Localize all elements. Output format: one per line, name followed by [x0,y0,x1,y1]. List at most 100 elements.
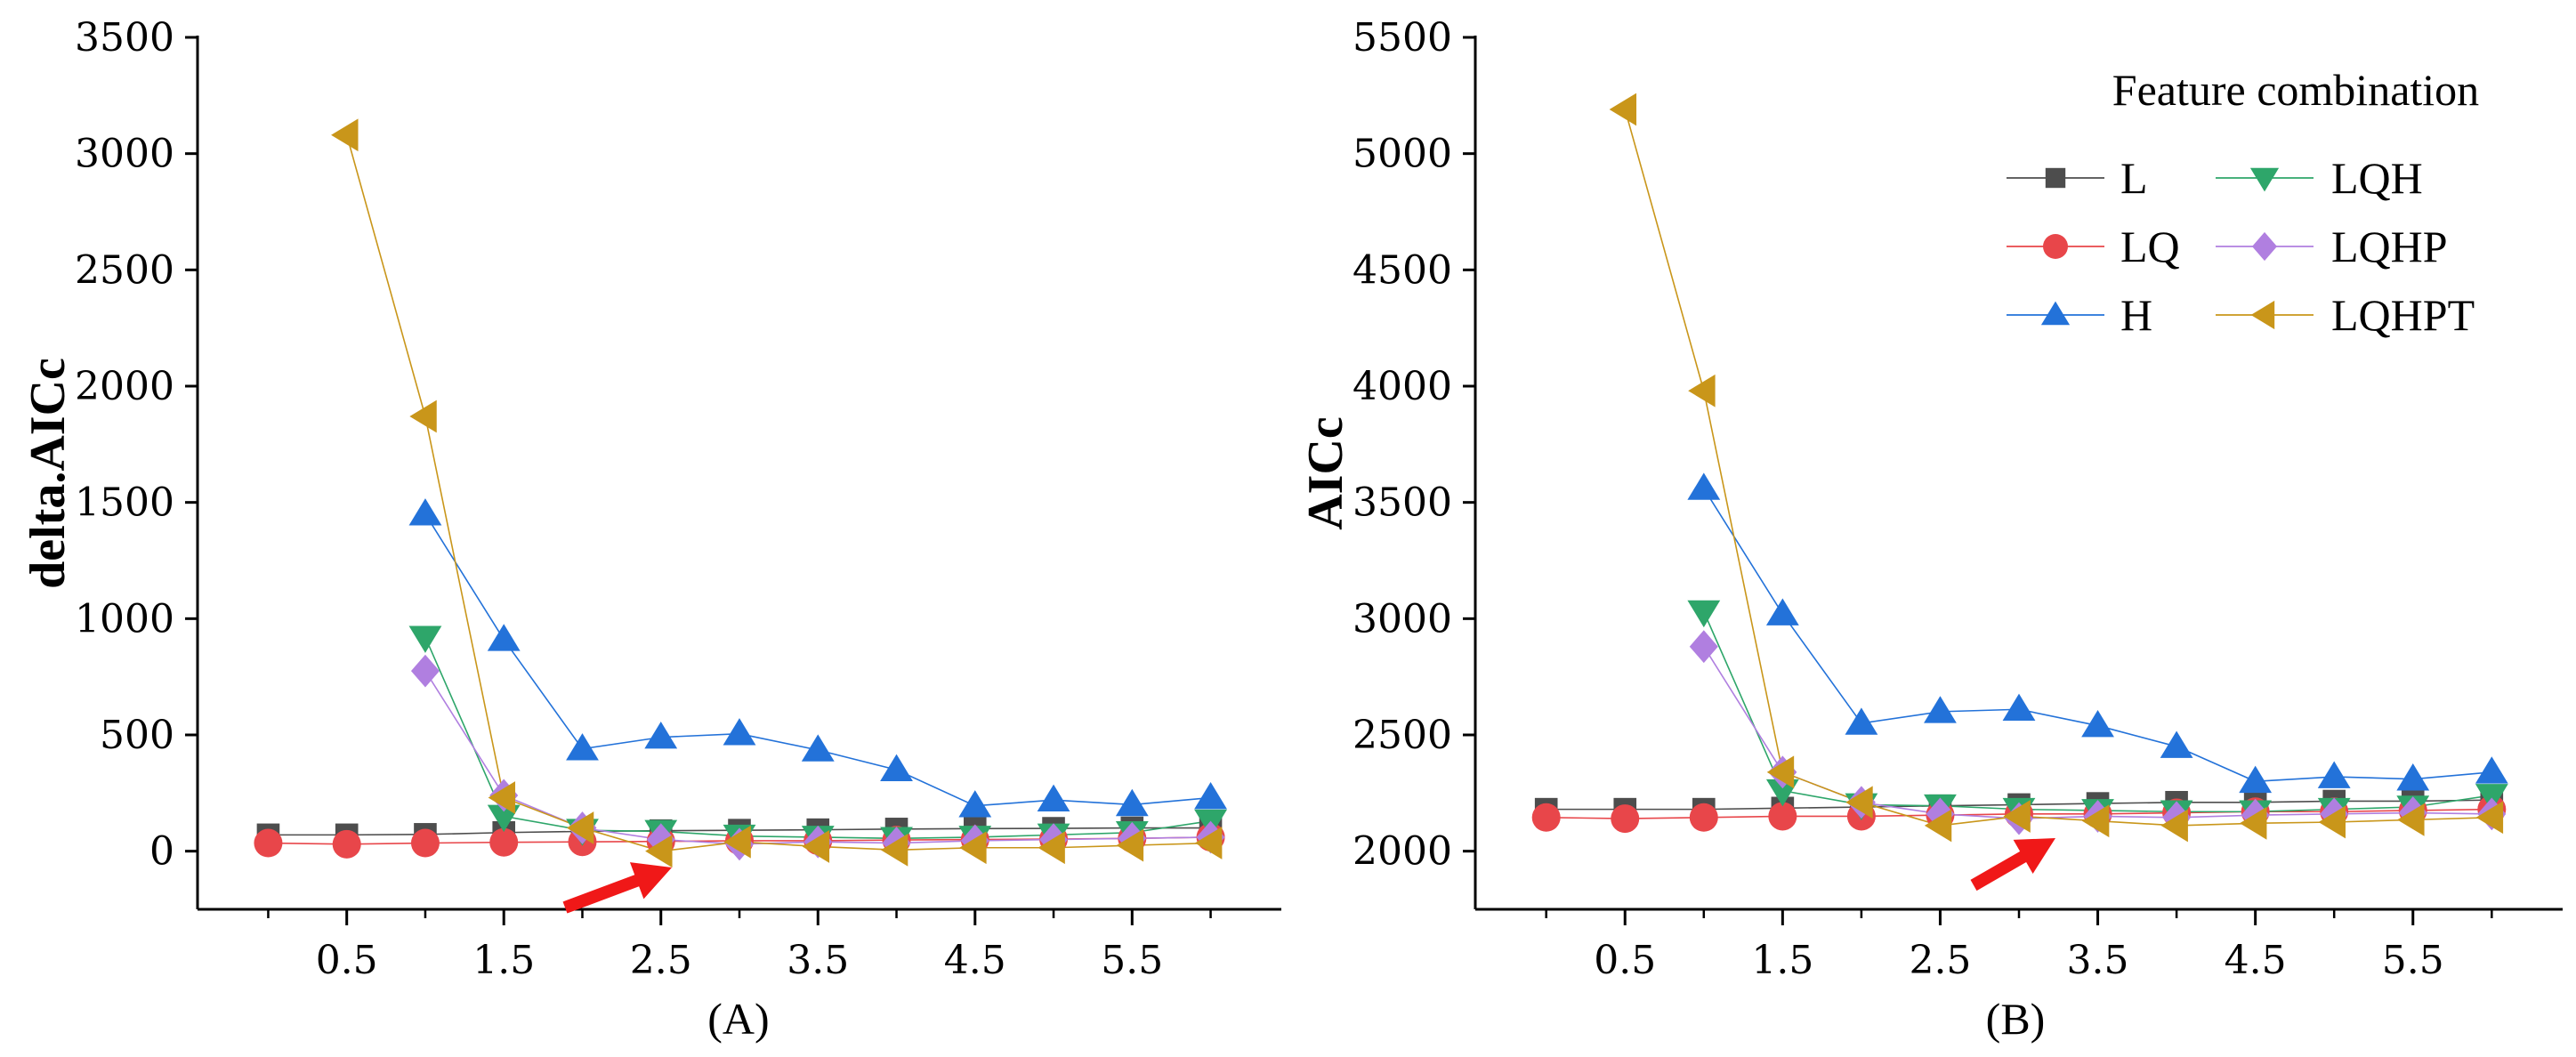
data-point-lqhpt [1845,786,1873,819]
x-tick-label: 0.5 [1594,938,1656,983]
y-tick-label: 2000 [75,364,174,409]
x-tick-label: 1.5 [472,938,535,983]
legend-label-l: L [2120,153,2148,203]
legend-marker-lqhpt [2250,300,2275,330]
data-point-h [801,734,835,762]
data-point-h [644,722,678,749]
data-point-lqhpt [331,118,359,152]
data-point-lqh [2475,784,2508,811]
x-tick-label: 1.5 [1751,938,1813,983]
data-point-h [880,754,913,781]
y-tick-label: 5000 [1353,132,1452,177]
y-tick-label: 1000 [75,596,174,641]
data-point-h [958,790,992,818]
data-point-lq [254,828,283,858]
legend-marker-lqh [2249,167,2280,192]
data-point-lq [332,829,361,859]
data-point-lqhpt [488,781,516,814]
data-point-lqhpt [409,399,437,433]
data-point-h [1115,788,1149,817]
y-axis-title: delta.AICc [20,358,76,589]
legend-marker-l [2045,167,2066,189]
y-tick-label: 5500 [1353,15,1452,61]
data-point-h [2475,756,2508,784]
data-point-h [2396,763,2430,791]
data-point-lqhpt [2240,806,2267,840]
data-point-h [1687,472,1721,500]
y-tick-label: 2000 [1353,829,1452,875]
y-tick-label: 4000 [1353,364,1452,409]
x-tick-label: 3.5 [787,938,849,983]
data-point-lqh [1687,600,1721,628]
data-point-h [1194,781,1227,810]
data-point-lq [1611,804,1640,834]
panel-a: 0 500 1000 1500 2000 2500 3000 3500 0.5 1.5 2.5 3.5… [20,15,1281,1044]
y-tick-label: 0 [149,829,174,875]
data-point-lqhpt [1038,831,1065,865]
data-point-lqhpt [802,830,830,863]
data-point-lq [1689,803,1718,832]
series-line-lqhpt [345,134,1211,852]
data-point-lq [1768,802,1797,831]
legend-marker-lqhp [2252,231,2277,262]
x-tick-label: 5.5 [2382,938,2444,983]
data-point-h [723,718,756,746]
x-tick-label: 4.5 [2225,938,2287,983]
y-tick-label: 3500 [75,15,174,61]
data-point-lqhpt [1194,827,1223,859]
legend-label-lqh: LQH [2331,153,2423,203]
data-point-lqhp [1689,630,1718,664]
y-tick-label: 3000 [1353,596,1452,641]
series-line-h [424,513,1211,807]
data-point-lqhp [410,654,440,688]
data-point-lqhpt [566,811,594,844]
data-point-lqhpt [1766,755,1795,789]
y-tick-label: 3000 [75,132,174,177]
y-tick-label: 3500 [1353,480,1452,526]
minimum-arrow [1970,838,2055,892]
legend-label-h: H [2120,290,2152,340]
data-point-h [1037,784,1070,811]
data-point-lqhpt [2397,803,2425,836]
data-point-lqhpt [2475,801,2504,835]
panel-label: (B) [1986,994,2046,1044]
data-point-h [2239,765,2273,794]
x-tick-label: 2.5 [1909,938,1971,983]
series-line-lqhpt [1624,109,2492,827]
data-point-lqhpt [1116,828,1144,862]
y-tick-label: 4500 [1353,247,1452,293]
data-point-h [2081,709,2114,738]
x-tick-label: 0.5 [316,938,378,983]
data-point-lqhpt [2318,805,2346,839]
y-tick-label: 2500 [75,247,174,293]
legend-title: Feature combination [2112,65,2479,115]
data-point-lqhpt [1609,93,1637,126]
data-point-h [2160,730,2193,758]
data-point-lqh [408,625,442,653]
y-tick-label: 2500 [1353,713,1452,758]
x-tick-label: 4.5 [944,938,1006,983]
data-point-lqhpt [2003,800,2031,833]
data-point-h [2002,693,2036,722]
y-axis-title: AICc [1298,416,1353,530]
legend-label-lqhp: LQHP [2331,222,2448,271]
y-tick-label: 500 [100,713,174,758]
panel-b: 2000 2500 3000 3500 4000 4500 5000 5500 0.5 1.5 2.… [1298,15,2563,1044]
x-tick-label: 5.5 [1101,938,1163,983]
data-point-h [408,498,442,526]
data-point-lqhpt [1924,809,1952,843]
legend-label-lqhpt: LQHPT [2331,290,2475,340]
data-point-lq [410,828,440,858]
legend-label-lq: LQ [2120,222,2180,271]
x-tick-label: 2.5 [630,938,692,983]
data-point-lqhpt [645,835,673,868]
data-point-lq [489,827,519,857]
data-point-h [566,733,599,761]
series-line-h [1703,488,2492,783]
data-point-h [487,624,521,651]
panel-label: (A) [707,994,769,1044]
data-point-h [1845,707,1878,735]
data-point-lqhpt [959,831,987,865]
